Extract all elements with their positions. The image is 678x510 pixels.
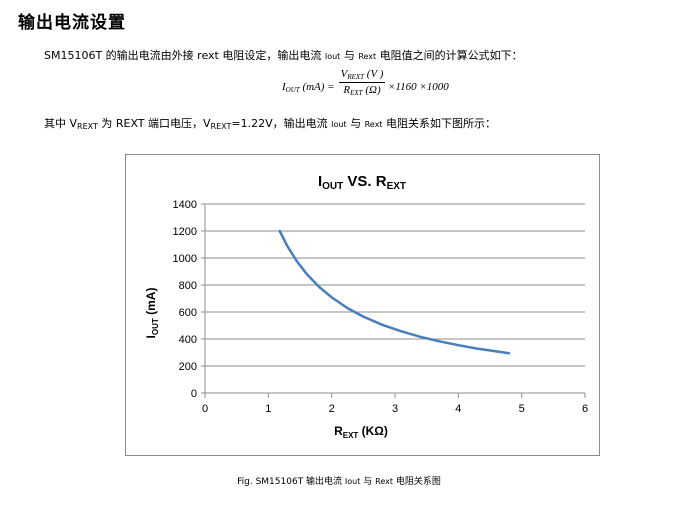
intro-middle: 与 [340, 49, 359, 62]
intro-prefix: SM15106T 的输出电流由外接 rext 电阻设定，输出电流 [44, 49, 325, 62]
chart-title: IOUT VS. REXT [318, 173, 406, 192]
y-axis-label: IOUT (mA) [144, 288, 160, 339]
formula-denominator: REXT (Ω) [343, 84, 381, 97]
formula-fraction: VREXT (V ) REXT (Ω) [339, 68, 385, 97]
note-iout: Iout [331, 120, 347, 129]
intro-rext: Rext [358, 52, 377, 61]
section-title: 输出电流设置 [18, 13, 126, 33]
iout-vs-rext-chart: IOUT VS. REXT 0200400600800100012001400 … [144, 173, 588, 440]
formula-numerator: VREXT (V ) [340, 68, 384, 81]
x-tick-label: 4 [455, 403, 461, 415]
x-tick-label: 5 [519, 403, 525, 415]
y-tick-label: 0 [191, 388, 197, 400]
intro-paragraph: SM15106T 的输出电流由外接 rext 电阻设定，输出电流 Iout 与 … [44, 47, 523, 63]
x-tick-label: 2 [329, 403, 335, 415]
y-tick-labels: 0 200 400 600 800 1000 1200 1400 [173, 199, 197, 400]
note-paragraph: 其中 VREXT 为 REXT 端口电压，VREXT=1.22V，输出电流 Io… [44, 117, 496, 131]
y-tick-label: 1200 [173, 226, 197, 238]
x-tick-label: 3 [392, 403, 398, 415]
chart-grid [205, 203, 585, 367]
x-tick-label: 6 [582, 403, 588, 415]
note-rext: Rext [364, 120, 383, 129]
y-tick-label: 800 [179, 280, 197, 292]
x-axis-label: REXT (KΩ) [334, 424, 388, 440]
figure-caption: Fig. SM15106T 输出电流 Iout 与 Rext 电阻关系图 [237, 477, 441, 487]
y-tick-label: 400 [179, 334, 197, 346]
y-tick-label: 600 [179, 307, 197, 319]
y-tick-label: 1000 [173, 253, 197, 265]
chart-axes [201, 203, 586, 398]
intro-suffix: 电阻值之间的计算公式如下： [376, 49, 523, 62]
x-tick-label: 1 [265, 403, 271, 415]
fraction-bar [339, 82, 385, 83]
formula-rhs: ×1160 ×1000 [388, 81, 449, 93]
formula-lhs: IOUT (mA) = [282, 81, 335, 94]
x-tick-labels: 0 1 2 3 4 5 6 [202, 403, 588, 415]
intro-iout: Iout [324, 52, 341, 61]
y-tick-label: 1400 [173, 199, 197, 211]
y-tick-label: 200 [179, 361, 197, 373]
series-line [278, 229, 511, 355]
chart-frame: IOUT VS. REXT 0 200 400 600 800 1000 1200 1400 … [125, 154, 600, 456]
x-tick-label: 0 [202, 403, 208, 415]
